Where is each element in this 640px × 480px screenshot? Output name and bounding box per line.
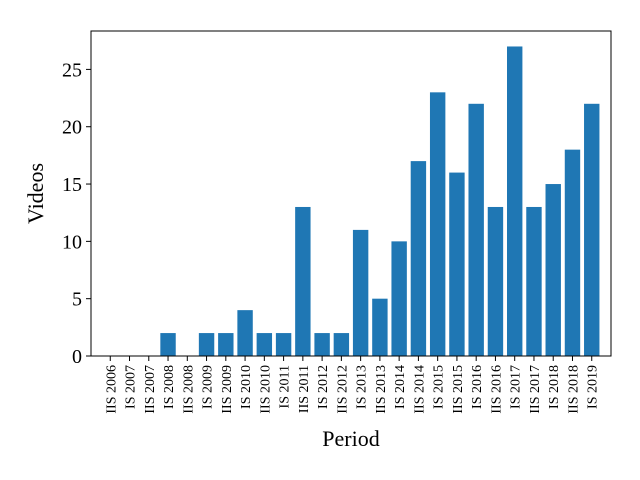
x-tick-label: IIS 2013 [374, 365, 389, 414]
bar-is-2009 [198, 333, 215, 356]
x-tick-label: IS 2017 [509, 365, 524, 409]
bars-layer [160, 46, 600, 357]
x-tick-label: IIS 2007 [143, 365, 158, 414]
y-tick-label: 25 [62, 59, 82, 81]
x-tick-label: IIS 2012 [335, 365, 350, 414]
x-tick-label: IS 2010 [239, 365, 254, 409]
x-tick-label: IIS 2011 [297, 365, 312, 413]
y-tick-label: 10 [62, 231, 82, 253]
bar-is-2019 [584, 103, 600, 357]
y-tick-label: 20 [62, 117, 82, 139]
bar-iis-2018 [564, 149, 581, 356]
x-tick-label: IIS 2014 [412, 365, 427, 414]
y-axis-ticks: 0 5 10 15 20 25 [62, 59, 91, 368]
y-axis-label: Videos [23, 163, 48, 224]
x-tick-label: IIS 2016 [489, 365, 504, 414]
bar-is-2018 [545, 184, 561, 356]
x-tick-label: IS 2011 [278, 365, 293, 408]
x-axis-ticks: IIS 2006 IS 2007 IIS 2007 IS 2008 IIS 2008 IS… [104, 356, 601, 414]
bar-iis-2017 [526, 206, 542, 356]
y-tick-label: 5 [72, 289, 82, 311]
bar-is-2016 [468, 103, 484, 357]
x-tick-label: IIS 2006 [104, 365, 119, 414]
y-tick-label: 15 [62, 174, 82, 196]
bar-is-2014 [391, 241, 407, 356]
x-tick-label: IIS 2009 [220, 365, 235, 414]
plot-frame [90, 30, 612, 357]
x-tick-label: IIS 2015 [451, 365, 466, 414]
bar-iis-2009 [218, 333, 234, 356]
bar-is-2012 [314, 333, 330, 356]
x-tick-label: IIS 2008 [181, 365, 196, 414]
bar-is-2011 [275, 333, 292, 356]
x-tick-label: IIS 2018 [566, 365, 581, 414]
bar-iis-2011 [295, 206, 311, 356]
bar-is-2017 [507, 46, 523, 356]
bar-iis-2016 [487, 206, 504, 356]
x-tick-label: IS 2013 [355, 365, 370, 409]
x-tick-label: IS 2014 [393, 365, 408, 409]
x-tick-label: IIS 2010 [258, 365, 273, 414]
bar-iis-2014 [410, 161, 427, 356]
x-tick-label: IS 2007 [124, 365, 139, 409]
x-tick-label: IS 2018 [547, 365, 562, 409]
bar-is-2013 [352, 229, 369, 356]
x-tick-label: IS 2012 [316, 365, 331, 409]
x-tick-label: IS 2015 [432, 365, 447, 409]
x-tick-label: IS 2016 [470, 365, 485, 409]
x-tick-label: IS 2009 [201, 365, 216, 409]
bar-is-2010 [237, 310, 253, 356]
x-tick-label: IS 2019 [586, 365, 601, 409]
bar-is-2015 [429, 92, 446, 356]
y-tick-label: 0 [72, 346, 82, 368]
x-tick-label: IIS 2017 [528, 365, 543, 414]
bar-iis-2012 [333, 333, 350, 356]
bar-is-2008 [160, 333, 176, 356]
x-axis-label: Period [322, 426, 379, 451]
bar-iis-2015 [449, 172, 465, 356]
bar-iis-2013 [372, 298, 388, 356]
bar-iis-2010 [256, 333, 273, 356]
x-tick-label: IS 2008 [162, 365, 177, 409]
